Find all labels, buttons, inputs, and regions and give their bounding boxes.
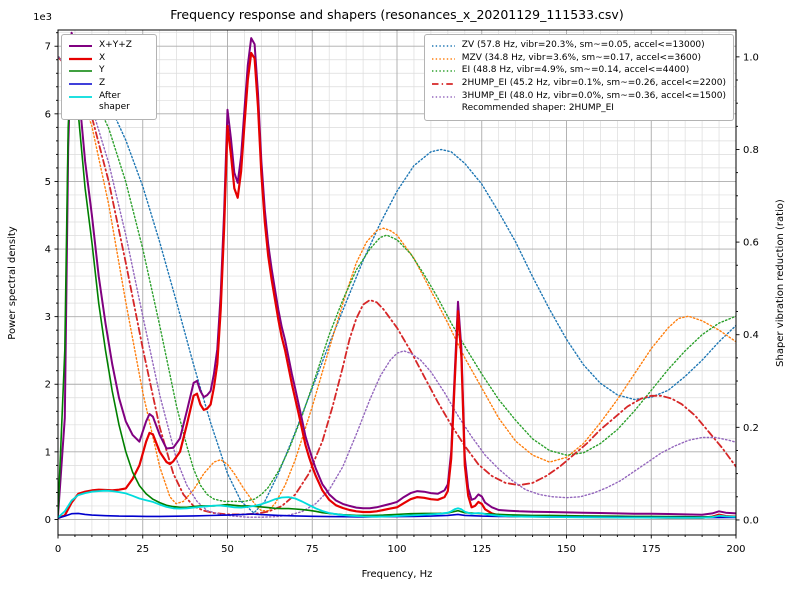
legend-item: EI (48.8 Hz, vibr=4.9%, sm~=0.14, accel<…	[431, 65, 726, 77]
x-tick-label: 175	[642, 544, 661, 555]
x-tick-label: 25	[136, 544, 149, 555]
y-left-tick-label: 4	[45, 245, 51, 256]
legend-label: EI (48.8 Hz, vibr=4.9%, sm~=0.14, accel<…	[461, 65, 690, 76]
y-right-tick-label: 0.6	[743, 238, 759, 249]
y-right-tick-label: 0.8	[743, 145, 759, 156]
legend-line-sample-2hump-ei	[431, 83, 455, 85]
y-right-tick-label: 0.2	[743, 423, 759, 434]
x-tick-label: 125	[472, 544, 491, 555]
legend-line-sample-x-y-z	[69, 45, 92, 47]
legend-label: After shaper	[99, 90, 130, 113]
y-left-tick-label: 2	[45, 380, 51, 391]
series-y	[58, 52, 736, 518]
legend-label: Z	[99, 78, 106, 89]
legend-label: X	[99, 52, 106, 63]
x-tick-label: 50	[221, 544, 234, 555]
legend-label: 2HUMP_EI (45.2 Hz, vibr=0.1%, sm~=0.26, …	[461, 78, 726, 89]
series-ei	[58, 56, 736, 503]
axes: 0 25 50 75 100 125 150 175 200 0 1 2 3 4 5 6 7 0.0 0.2 0.4 0…	[45, 29, 759, 555]
legend-line-sample-mzv	[431, 57, 455, 60]
x-tick-label: 150	[557, 544, 576, 555]
y-left-tick-label: 0	[45, 515, 51, 526]
legend-item: Recommended shaper: 2HUMP_EI	[431, 103, 726, 115]
y-right-tick-label: 1.0	[743, 52, 759, 63]
legend-item: X	[68, 53, 149, 65]
x-tick-label: 200	[726, 544, 745, 555]
recommended-shaper-note: Recommended shaper: 2HUMP_EI	[461, 103, 614, 114]
series-3hump-ei	[58, 56, 736, 518]
y-left-tick-label: 6	[45, 109, 51, 120]
x-tick-label: 75	[306, 544, 319, 555]
y-left-tick-label: 1	[45, 447, 51, 458]
legend-line-sample-y	[69, 70, 92, 73]
y-axis-label-left: Power spectral density	[7, 226, 18, 339]
y-left-tick-label: 3	[45, 312, 51, 323]
series-after-shaper	[58, 489, 736, 519]
legend-item: After shaper	[68, 91, 149, 114]
legend-label: MZV (34.8 Hz, vibr=3.6%, sm~=0.17, accel…	[461, 52, 701, 63]
chart-title: Frequency response and shapers (resonanc…	[170, 7, 623, 22]
legend-item: 2HUMP_EI (45.2 Hz, vibr=0.1%, sm~=0.26, …	[431, 78, 726, 90]
x-tick-label: 100	[387, 544, 406, 555]
series-curves	[58, 31, 736, 520]
y-right-tick-label: 0.4	[743, 330, 759, 341]
legend-label: ZV (57.8 Hz, vibr=20.3%, sm~=0.05, accel…	[461, 40, 705, 50]
y-axis-label-right: Shaper vibration reduction (ratio)	[775, 199, 786, 367]
y-right-tick-label: 0.0	[743, 515, 759, 526]
y-left-tick-label: 5	[45, 177, 51, 188]
legend-line-sample-ei	[431, 70, 455, 73]
series-zv	[58, 56, 736, 514]
x-tick-label: 0	[55, 544, 61, 555]
legend-label: X+Y+Z	[99, 40, 132, 50]
legend-label: Y	[99, 65, 105, 76]
y-axis-offset-label: 1e3	[33, 12, 52, 23]
series-x-y-z	[58, 31, 736, 517]
legend-psd: X+Y+Z X Y Z After shaper	[61, 34, 157, 121]
legend-line-sample-zv	[431, 45, 455, 47]
legend-item: 3HUMP_EI (48.0 Hz, vibr=0.0%, sm~=0.36, …	[431, 91, 726, 103]
legend-item: MZV (34.8 Hz, vibr=3.6%, sm~=0.17, accel…	[431, 53, 726, 65]
series-x	[58, 51, 736, 520]
y-left-tick-label: 7	[45, 42, 51, 53]
legend-line-sample-x	[69, 57, 92, 60]
x-axis-label: Frequency, Hz	[362, 569, 433, 580]
legend-item: Z	[68, 78, 149, 90]
legend-item: ZV (57.8 Hz, vibr=20.3%, sm~=0.05, accel…	[431, 40, 726, 52]
legend-line-sample-3hump-ei	[431, 96, 455, 98]
legend-line-sample-z	[69, 83, 92, 85]
legend-shapers: ZV (57.8 Hz, vibr=20.3%, sm~=0.05, accel…	[423, 34, 734, 122]
legend-label: 3HUMP_EI (48.0 Hz, vibr=0.0%, sm~=0.36, …	[461, 90, 726, 101]
series-mzv	[58, 56, 736, 512]
legend-item: Y	[68, 65, 149, 77]
legend-line-sample-after-shaper	[69, 95, 92, 98]
legend-item: X+Y+Z	[68, 40, 149, 52]
